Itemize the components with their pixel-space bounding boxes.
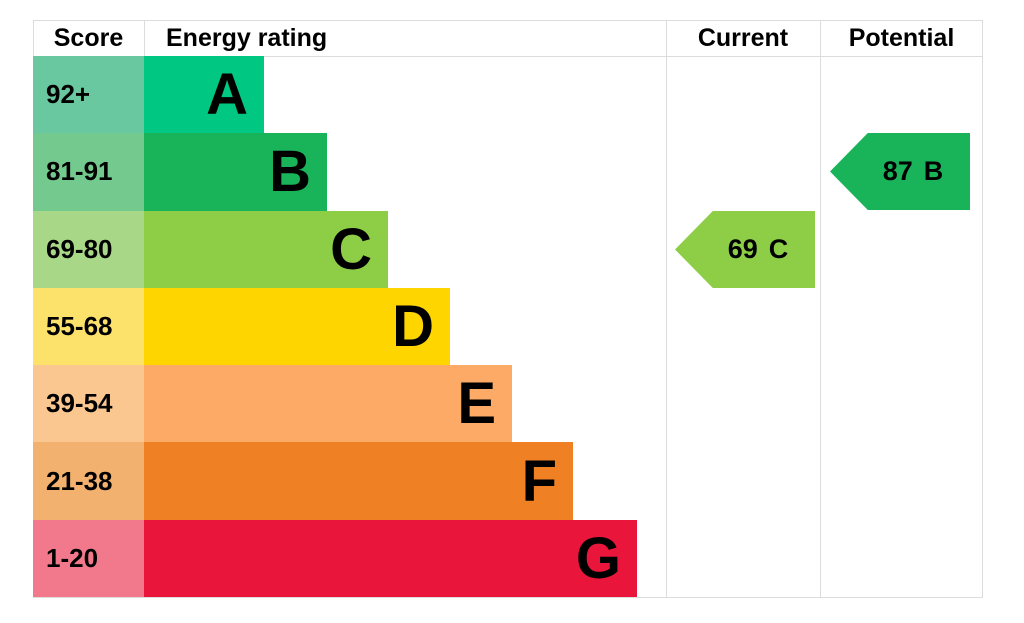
current-grade-letter: C <box>768 234 789 264</box>
header-energy-rating-label: Energy rating <box>166 23 328 52</box>
band-bar-d: D <box>144 287 450 366</box>
grid-vline-current-potential <box>820 20 821 598</box>
grid-hline-top <box>33 20 983 21</box>
band-score-b: 81-91 <box>33 133 144 211</box>
current-score-value: 69 <box>727 234 758 264</box>
band-bar-a: A <box>144 56 264 134</box>
band-score-d: 55-68 <box>33 287 144 366</box>
band-row-e: 39-54 E <box>33 365 983 443</box>
band-score-f: 21-38 <box>33 442 144 520</box>
grid-hline-bottom <box>33 597 983 598</box>
band-row-d: 55-68 D <box>33 287 983 366</box>
epc-table: Score Energy rating Current Potential 92… <box>33 20 983 598</box>
band-bar-b: B <box>144 133 327 211</box>
grid-hline-header-bottom <box>33 56 983 57</box>
band-row-a: 92+ A <box>33 56 983 134</box>
grid-vline-rating-current <box>666 20 667 598</box>
band-score-e: 39-54 <box>33 365 144 443</box>
band-bar-f: F <box>144 442 573 520</box>
band-bar-e: E <box>144 365 512 443</box>
band-row-b: 81-91 B <box>33 133 983 211</box>
band-score-a: 92+ <box>33 56 144 134</box>
header-score-label: Score <box>53 23 124 52</box>
header-current-label: Current <box>697 23 789 52</box>
band-bar-g: G <box>144 519 637 597</box>
potential-grade-letter: B <box>923 156 944 186</box>
band-row-g: 1-20 G <box>33 519 983 597</box>
table-header: Score Energy rating Current Potential <box>33 20 983 56</box>
grid-vline-right <box>982 20 983 598</box>
band-bar-c: C <box>144 210 388 288</box>
potential-score-value: 87 <box>882 156 913 186</box>
band-row-f: 21-38 F <box>33 442 983 520</box>
band-score-g: 1-20 <box>33 519 144 597</box>
band-score-c: 69-80 <box>33 210 144 288</box>
header-potential-label: Potential <box>848 23 955 52</box>
rating-bands: 92+ A 81-91 B 69-80 C 55-68 D 39-54 E 21… <box>33 56 983 597</box>
band-row-c: 69-80 C <box>33 210 983 288</box>
